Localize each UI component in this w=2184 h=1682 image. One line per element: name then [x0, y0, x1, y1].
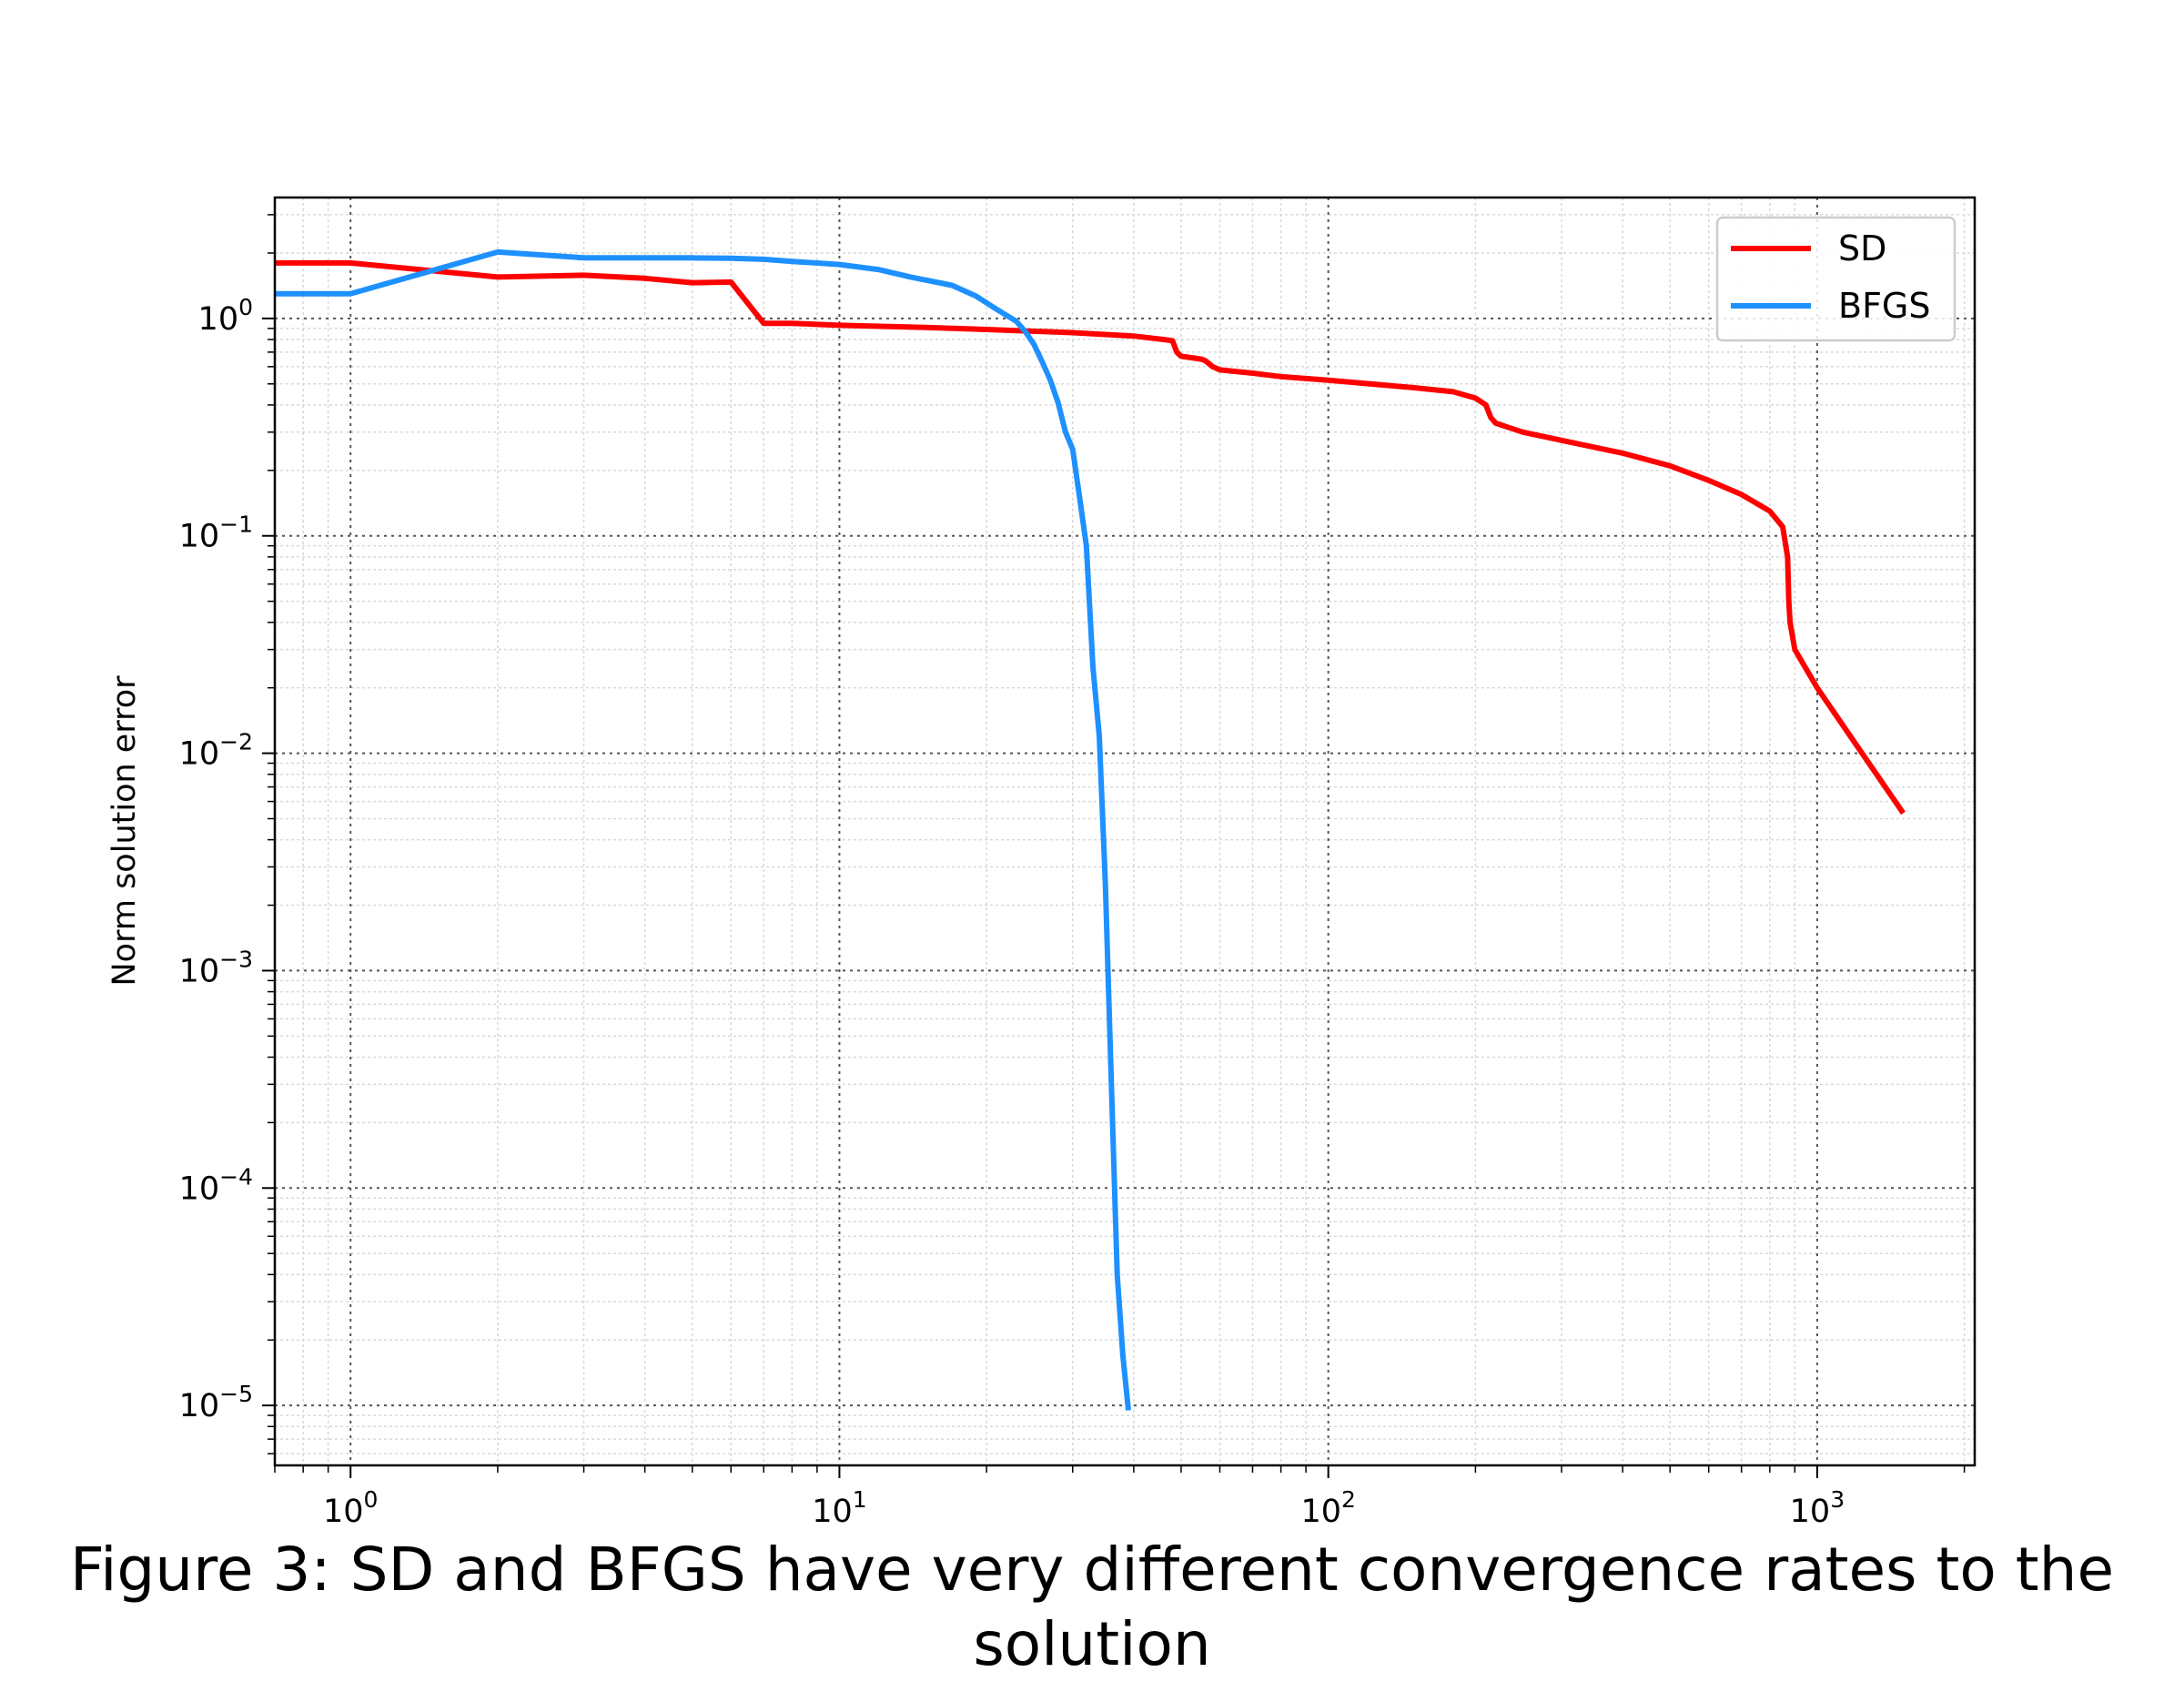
x-tick-label-base: 10: [323, 1494, 364, 1530]
x-tick-label: 102: [1300, 1486, 1355, 1530]
y-tick-label-exponent: −2: [219, 729, 253, 755]
minor-grid: [274, 198, 1975, 1465]
major-grid: [275, 198, 1975, 1465]
y-tick-label: 10−3: [179, 946, 253, 989]
x-tick-label-base: 10: [812, 1494, 853, 1530]
x-tick-label: 101: [812, 1486, 866, 1530]
legend-label-sd: SD: [1838, 228, 1886, 269]
series-layer: [275, 248, 1906, 1411]
series-line-sd: [275, 259, 1906, 816]
y-tick-label: 10−4: [179, 1163, 253, 1207]
y-tick-label-base: 10: [179, 736, 220, 773]
y-tick-label-base: 10: [179, 519, 220, 555]
y-tick-label-exponent: −3: [219, 946, 253, 972]
y-tick-label-exponent: −5: [219, 1381, 253, 1407]
y-tick-label: 100: [198, 294, 253, 338]
y-tick-label-base: 10: [179, 1388, 220, 1424]
y-tick-label-base: 10: [198, 301, 239, 338]
y-tick-label-exponent: 0: [238, 294, 253, 320]
series-line-bfgs: [275, 248, 1131, 1411]
x-tick-label: 100: [323, 1486, 378, 1530]
y-tick-label-base: 10: [179, 953, 220, 989]
x-tick-label-base: 10: [1790, 1494, 1831, 1530]
y-tick-label-base: 10: [179, 1170, 220, 1207]
x-tick-label-base: 10: [1300, 1494, 1341, 1530]
y-tick-label-exponent: −4: [219, 1163, 253, 1190]
x-tick-label: 103: [1790, 1486, 1845, 1530]
x-tick-label-exponent: 2: [1341, 1486, 1356, 1513]
x-tick-label-exponent: 1: [853, 1486, 867, 1513]
y-axis-title: Norm solution error: [106, 675, 143, 987]
x-tick-label-exponent: 0: [364, 1486, 379, 1513]
y-tick-label-exponent: −1: [219, 512, 253, 538]
y-tick-label: 10−5: [179, 1381, 253, 1424]
y-tick-label: 10−2: [179, 729, 253, 773]
figure-caption: Figure 3: SD and BFGS have very differen…: [69, 1535, 2115, 1679]
x-tick-label-exponent: 3: [1830, 1486, 1845, 1513]
legend: SD BFGS: [1715, 216, 1956, 342]
plot-frame: [273, 196, 1977, 1467]
y-tick-label: 10−1: [179, 512, 253, 555]
legend-label-bfgs: BFGS: [1838, 286, 1931, 326]
